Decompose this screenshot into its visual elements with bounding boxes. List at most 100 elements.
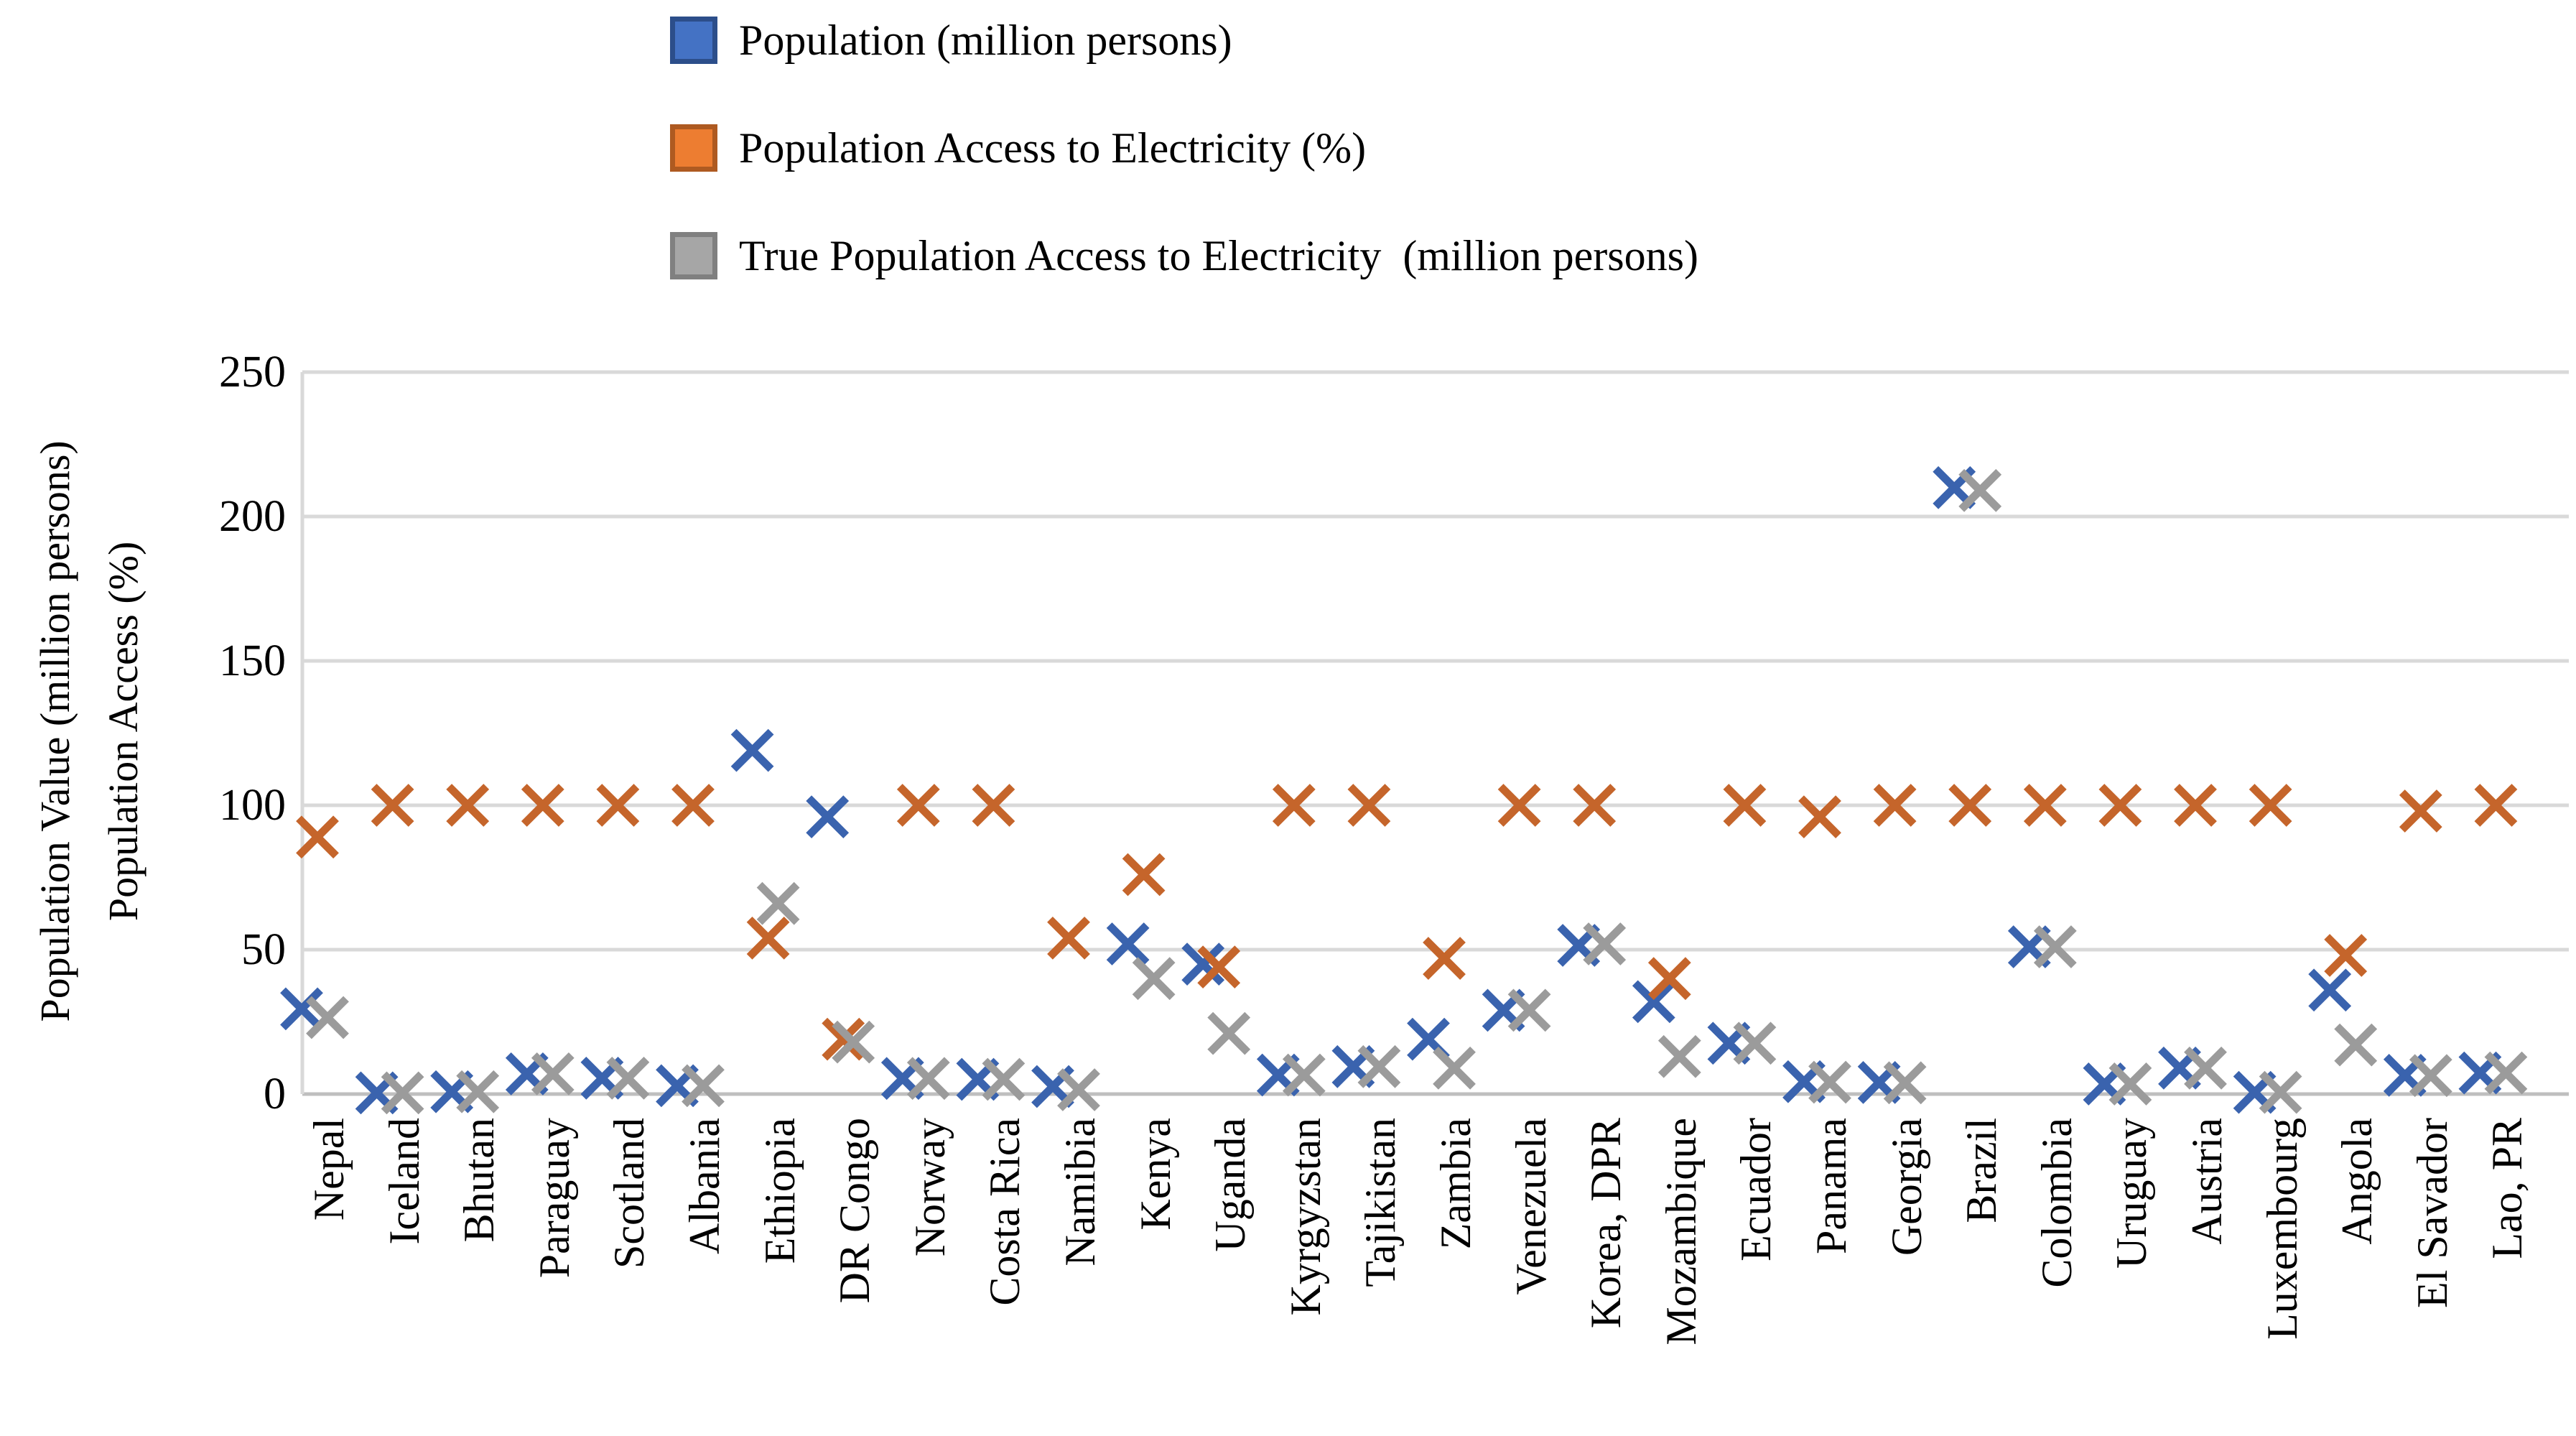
x-marker <box>306 996 349 1039</box>
x-marker <box>521 784 564 827</box>
x-marker <box>2334 1023 2378 1067</box>
x-marker <box>2409 1054 2452 1098</box>
legend-swatch-icon <box>670 17 717 64</box>
legend-label: Population (million persons) <box>739 17 1232 64</box>
x-marker <box>2023 784 2067 827</box>
x-marker <box>1423 937 1466 980</box>
legend-swatch-icon <box>670 124 717 172</box>
x-marker <box>1347 784 1391 827</box>
x-category-label: Scotland <box>605 1118 654 1269</box>
x-category-label: DR Congo <box>831 1118 879 1304</box>
x-marker <box>2308 968 2352 1012</box>
x-marker <box>2249 784 2292 827</box>
legend-label: True Population Access to Electricity (m… <box>739 232 1698 279</box>
x-category-label: Bhutan <box>455 1118 503 1243</box>
x-marker <box>1573 784 1617 827</box>
x-marker <box>2399 789 2442 833</box>
x-marker <box>1057 1068 1100 1111</box>
x-marker <box>2184 1046 2227 1090</box>
x-marker <box>896 784 940 827</box>
x-marker <box>972 784 1015 827</box>
x-category-label: Colombia <box>2032 1118 2080 1288</box>
x-marker <box>2108 1062 2152 1106</box>
legend-swatch-icon <box>670 232 717 279</box>
x-marker <box>2174 784 2217 827</box>
legend-item: Population Access to Electricity (%) <box>670 124 1698 172</box>
y-tick-label: 0 <box>264 1070 286 1118</box>
x-marker <box>1272 784 1316 827</box>
x-marker <box>1197 945 1241 989</box>
x-marker <box>822 1017 865 1061</box>
x-category-label: Mozambique <box>1657 1118 1705 1345</box>
x-marker <box>832 1020 875 1064</box>
x-marker <box>1873 784 1917 827</box>
x-marker <box>381 1071 424 1115</box>
x-category-label: Iceland <box>380 1118 428 1245</box>
x-marker <box>1507 988 1551 1032</box>
x-marker <box>1357 1044 1401 1088</box>
x-marker <box>1958 468 2002 512</box>
x-marker <box>1497 784 1541 827</box>
x-category-label: Uganda <box>1206 1118 1255 1252</box>
x-category-label: Namibia <box>1056 1118 1104 1266</box>
x-marker <box>1723 784 1767 827</box>
y-tick-label: 150 <box>219 636 286 685</box>
x-marker <box>280 987 323 1031</box>
x-marker <box>596 784 640 827</box>
x-category-label: El Savador <box>2408 1118 2456 1308</box>
x-marker <box>2259 1070 2302 1114</box>
x-marker <box>1733 1022 1777 1065</box>
x-marker <box>1282 1053 1326 1097</box>
x-category-label: Angola <box>2333 1118 2381 1245</box>
x-marker <box>446 784 490 827</box>
x-marker <box>1632 980 1675 1024</box>
x-marker <box>1047 917 1090 960</box>
x-marker <box>671 784 715 827</box>
x-marker <box>1181 942 1225 986</box>
x-marker <box>1122 853 1166 897</box>
x-category-label: Albania <box>681 1118 728 1254</box>
legend-item: Population (million persons) <box>670 16 1698 65</box>
chart-legend: Population (million persons) Population A… <box>670 16 1698 339</box>
x-marker <box>1948 784 1992 827</box>
x-marker <box>806 795 850 838</box>
x-marker <box>1583 922 1627 965</box>
x-marker <box>296 815 339 859</box>
x-category-label: Uruguay <box>2108 1118 2156 1269</box>
x-marker <box>1106 922 1150 965</box>
x-marker <box>456 1070 500 1113</box>
x-category-label: Korea, DPR <box>1582 1118 1630 1329</box>
legend-item: True Population Access to Electricity (m… <box>670 231 1698 280</box>
x-category-label: Lao, PR <box>2483 1118 2531 1259</box>
x-category-label: Ecuador <box>1732 1118 1780 1261</box>
x-marker <box>2033 925 2077 968</box>
y-tick-label: 200 <box>219 492 286 541</box>
x-category-label: Tajikistan <box>1357 1118 1405 1287</box>
x-category-label: Zambia <box>1432 1118 1479 1250</box>
x-marker <box>1207 1011 1251 1055</box>
x-marker <box>2098 784 2142 827</box>
x-marker <box>2474 784 2518 827</box>
x-marker <box>2324 934 2368 977</box>
x-marker <box>1433 1046 1476 1090</box>
x-marker <box>531 1052 575 1095</box>
x-marker <box>982 1057 1026 1101</box>
x-marker <box>1808 1060 1851 1104</box>
x-category-label: Paraguay <box>530 1118 578 1279</box>
x-marker <box>371 784 414 827</box>
x-marker <box>756 881 800 925</box>
x-marker <box>2484 1051 2528 1095</box>
x-marker <box>1647 957 1691 1001</box>
y-tick-label: 100 <box>219 781 286 830</box>
legend-label: Population Access to Electricity (%) <box>739 124 1367 172</box>
x-category-label: Austria <box>2183 1118 2231 1245</box>
y-tick-label: 50 <box>241 925 286 974</box>
x-marker <box>682 1064 725 1108</box>
x-marker <box>1798 795 1841 838</box>
x-category-label: Kenya <box>1131 1118 1179 1231</box>
x-category-label: Panama <box>1808 1118 1855 1254</box>
x-category-label: Ethiopia <box>755 1118 804 1264</box>
x-marker <box>606 1057 650 1100</box>
